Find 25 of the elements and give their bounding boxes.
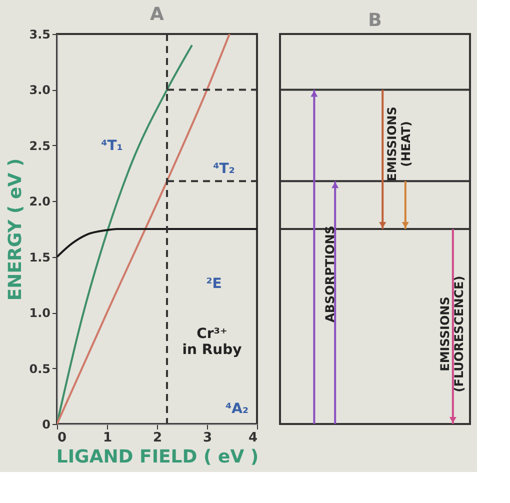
annotation: ²E [206,276,222,292]
y-tick-label: 1.5 [29,250,50,264]
y-tick-label: 0 [42,418,50,432]
annotation: ⁴T₂ [213,161,235,177]
x-axis-title: LIGAND FIELD ( eV ) [56,446,259,468]
y-tick-label: 0.5 [29,362,50,376]
x-tick-label: 2 [152,430,162,446]
annotation: ⁴T₁ [101,138,123,154]
y-tick-label: 3.5 [29,28,50,42]
y-tick-label: 3.0 [29,83,50,98]
x-tick-label: 0 [58,430,67,446]
x-tick-label: 1 [102,430,112,446]
text: B [368,10,382,31]
annotation: Cr³⁺ in Ruby [182,326,242,358]
y-tick-label: 2.0 [29,194,50,209]
x-tick-label: 4 [248,430,258,446]
text: EMISSIONS (FLUORESCENCE) [438,276,466,392]
x-tick-label: 3 [202,430,212,446]
y-axis-title: ENERGY ( eV ) [5,158,26,301]
y-tick-label: 2.5 [29,138,50,153]
annotation: ⁴A₂ [225,401,249,417]
y-tick-label: 1.0 [29,306,50,320]
text: ABSORPTIONS [323,226,337,322]
chart-title: A [150,4,164,25]
text: EMISSIONS (HEAT) [385,106,413,182]
